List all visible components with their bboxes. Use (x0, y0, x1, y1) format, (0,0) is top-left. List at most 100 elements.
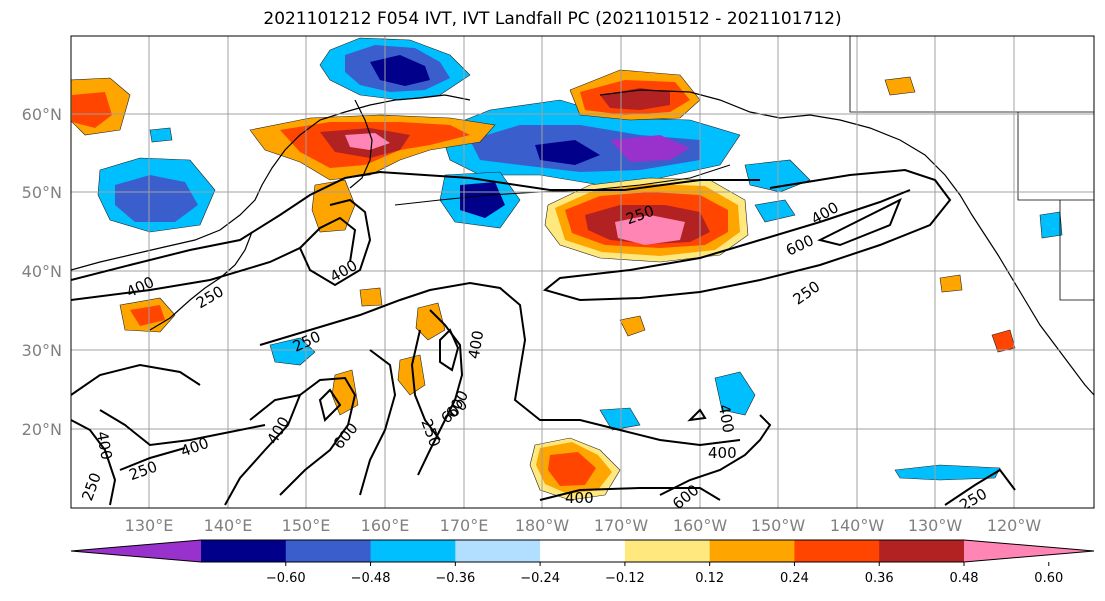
contour-line (71, 419, 117, 506)
map-panel: 250 400 600 250 400 400 250 400 600 250 … (71, 36, 1094, 508)
longitude-label: 140°E (204, 516, 253, 535)
positive-region (615, 215, 685, 245)
positive-region (619, 315, 646, 337)
colorbar-ticks: −0.60 −0.48 −0.36 −0.24 −0.12 0.12 0.24 0.36 0.4… (266, 562, 1063, 586)
contour-line (71, 198, 372, 301)
longitude-label: 170°E (440, 516, 489, 535)
colorbar-extend-left (71, 540, 201, 562)
negative-region (1039, 211, 1063, 239)
positive-region (415, 302, 446, 341)
positive-region (991, 329, 1016, 353)
japan-coastline (149, 231, 253, 331)
contour-line (439, 328, 460, 372)
map-title: 2021101212 F054 IVT, IVT Landfall PC (20… (263, 9, 842, 29)
positive-region (548, 452, 596, 486)
contour-line (259, 281, 741, 447)
colorbar-segment (709, 540, 795, 562)
contour-line (539, 487, 721, 501)
colorbar-tick-label: 0.12 (695, 571, 724, 586)
negative-region (149, 127, 173, 143)
negative-region (714, 371, 756, 416)
north-america-border (849, 36, 1094, 301)
latitude-label: 40°N (22, 262, 62, 281)
latitude-labels: 60°N 50°N 40°N 30°N 20°N (22, 105, 62, 439)
negative-region (115, 175, 198, 222)
colorbar-segment (879, 540, 965, 562)
positive-region (884, 76, 916, 96)
colorbar-segment (540, 540, 626, 562)
latitude-label: 50°N (22, 183, 62, 202)
positive-region (359, 287, 383, 307)
contour-line (119, 447, 186, 471)
contour-line (944, 468, 1016, 506)
longitude-label: 160°E (361, 516, 410, 535)
negative-region (599, 407, 641, 431)
colorbar-tick-label: 0.36 (865, 571, 894, 586)
positive-region (397, 354, 426, 396)
contour-line (318, 388, 342, 422)
positive-region (72, 92, 112, 128)
kamchatka-coastline (349, 99, 373, 189)
contour-label: 400 (565, 489, 594, 507)
negative-region (269, 337, 316, 366)
contour-line (299, 216, 357, 263)
negative-region (535, 140, 600, 165)
contour-line (71, 363, 201, 396)
positive-region (939, 274, 963, 293)
contour-label: 400 (465, 329, 488, 360)
contour-line (99, 409, 266, 447)
colorbar-tick-label: 0.48 (950, 571, 979, 586)
positive-region (311, 179, 356, 233)
longitude-label: 170°W (594, 516, 649, 535)
colorbar-outline (70, 539, 1095, 563)
positive-region (345, 133, 390, 150)
colorbar-segment (455, 540, 541, 562)
colorbar: −0.60 −0.48 −0.36 −0.24 −0.12 0.12 0.24 0.36 0.4… (70, 539, 1095, 586)
contour-line (279, 376, 357, 496)
colorbar-segment (370, 540, 456, 562)
contour-line (542, 168, 952, 302)
negative-region (894, 464, 1001, 481)
ivt-contours (71, 168, 1016, 506)
negative-region (610, 135, 690, 162)
contour-line (659, 414, 772, 496)
colorbar-tick-label: −0.36 (435, 571, 475, 586)
colorbar-segment (624, 540, 711, 562)
contour-line (224, 393, 302, 506)
contour-label: 400 (715, 403, 738, 434)
colorbar-tick-label: −0.48 (351, 571, 391, 586)
latitude-label: 60°N (22, 105, 62, 124)
map-frame (70, 35, 1095, 509)
longitude-label: 130°E (125, 516, 174, 535)
colorbar-segment (794, 540, 880, 562)
longitude-label: 120°W (987, 516, 1042, 535)
colorbar-tick-label: 0.60 (1034, 571, 1063, 586)
colorbar-segments (70, 539, 1095, 563)
contour-line (417, 309, 464, 476)
contour-line (359, 349, 397, 496)
colorbar-tick-label: −0.12 (605, 571, 645, 586)
contour-label: 400 (708, 444, 737, 462)
negative-region (754, 199, 796, 223)
colorbar-tick-label: −0.24 (520, 571, 560, 586)
colorbar-tick-label: 0.24 (780, 571, 809, 586)
latitude-label: 30°N (22, 341, 62, 360)
negative-region (460, 182, 505, 218)
asia-coastline (71, 94, 471, 271)
positive-region (600, 88, 670, 110)
latitude-label: 20°N (22, 420, 62, 439)
ivt-shading (71, 37, 1063, 501)
contour-line (687, 408, 707, 422)
longitude-label: 180°W (515, 516, 570, 535)
colorbar-extend-right (964, 540, 1094, 562)
contour-line (817, 197, 902, 247)
colorbar-segment (201, 540, 287, 562)
colorbar-tick-label: −0.60 (266, 571, 306, 586)
contour-line (410, 329, 441, 441)
longitude-label: 140°W (830, 516, 885, 535)
contour-line (71, 170, 760, 281)
positive-region (130, 305, 165, 326)
longitude-labels: 130°E 140°E 150°E 160°E 170°E 180°W 170°… (125, 516, 1042, 535)
colorbar-segment (285, 540, 372, 562)
